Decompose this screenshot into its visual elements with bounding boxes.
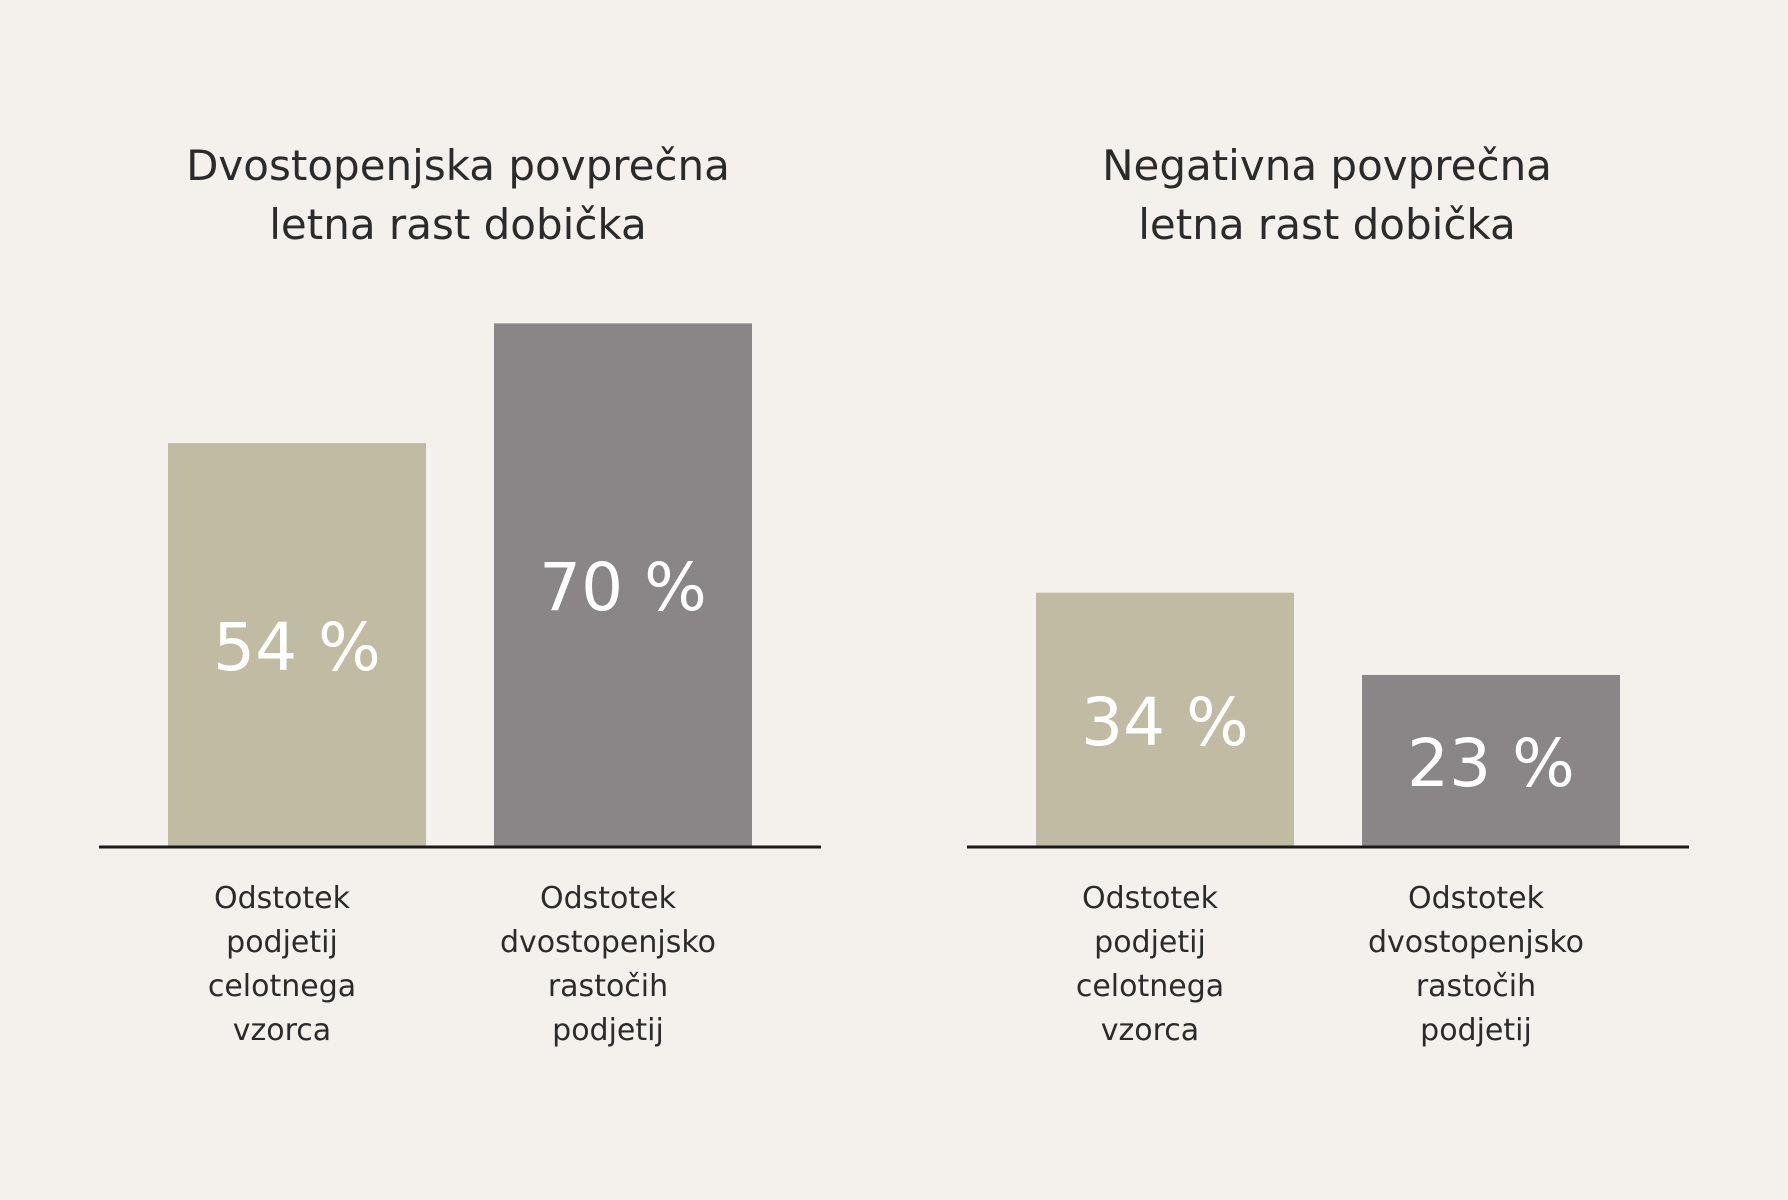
chart-panel-2: Negativna povprečna letna rast dobička 34 … [967,141,1689,1048]
category-label-line: podjetij [552,1013,664,1048]
bar-2 [494,323,752,847]
bar-2 [1362,674,1620,847]
category-label-line: podjetij [1094,925,1206,960]
chart-panel-1: Dvostopenjska povprečna letna rast dobičk… [99,141,821,1048]
chart-title-line: Negativna povprečna [1102,141,1552,190]
category-label-line: dvostopenjsko [500,925,716,960]
category-label-line: podjetij [1420,1013,1532,1048]
category-label-line: celotnega [208,969,356,1004]
bar-value-label: 70 % [539,549,707,626]
bar-value-label: 54 % [213,609,381,686]
category-label-line: celotnega [1076,969,1224,1004]
category-label-line: vzorca [1101,1013,1199,1048]
category-label-line: rastočih [1416,969,1536,1004]
category-label-line: rastočih [548,969,668,1004]
category-label-line: Odstotek [1082,881,1219,916]
category-label-line: Odstotek [1408,881,1545,916]
bar-value-label: 23 % [1407,725,1575,802]
bar-1 [168,443,426,847]
bar-value-label: 34 % [1081,684,1249,761]
category-label-line: Odstotek [540,881,677,916]
category-label-line: dvostopenjsko [1368,925,1584,960]
category-label-line: podjetij [226,925,338,960]
bar-1 [1036,592,1294,847]
chart-title-line: Dvostopenjska povprečna [186,141,730,190]
category-label-line: Odstotek [214,881,351,916]
chart-title-line: letna rast dobička [269,200,647,249]
chart-title-line: letna rast dobička [1138,200,1516,249]
category-label-line: vzorca [233,1013,331,1048]
